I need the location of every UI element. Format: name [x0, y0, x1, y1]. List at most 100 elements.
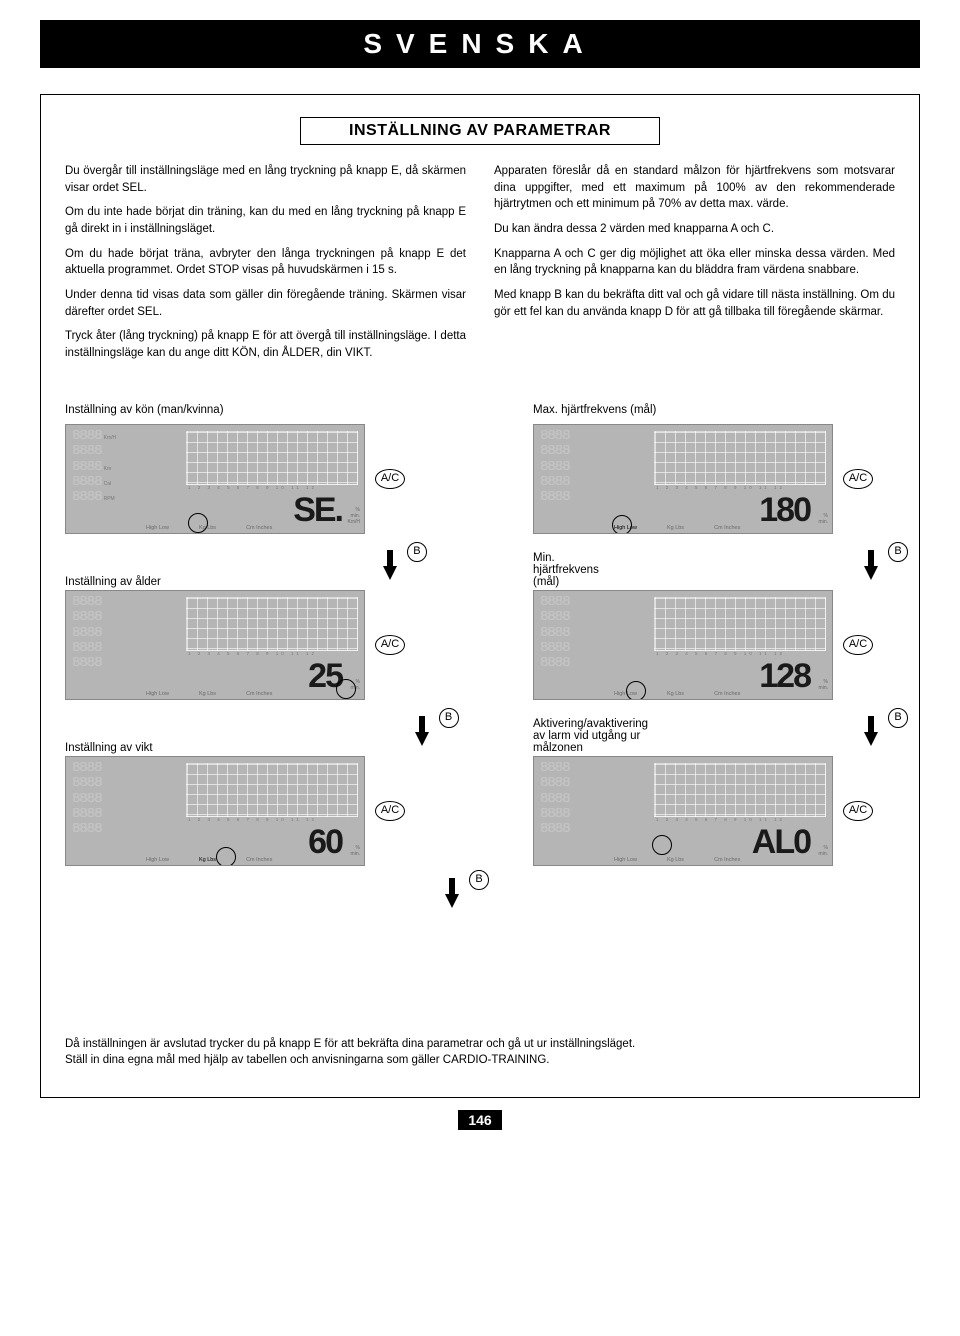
lcd-right-units: % min.	[819, 845, 828, 857]
annot-ac: A/C	[843, 801, 873, 821]
unit: High Low	[614, 857, 637, 863]
arrow-down-icon	[445, 894, 459, 908]
highlight-icon	[336, 679, 356, 699]
ghost-digits: 8888	[72, 428, 102, 444]
highlight-icon	[188, 513, 208, 533]
lcd-value: 60	[308, 825, 342, 859]
lcd-alarm: 8888 8888 8888 8888 8888 1 2 3 4 5 6 7 8…	[533, 756, 833, 866]
lcd-value: 180	[759, 493, 810, 527]
ghost-digits: 8888	[72, 594, 102, 610]
arrow-down-icon	[864, 732, 878, 746]
footnote-line: Då inställningen är avslutad trycker du …	[65, 1036, 895, 1053]
annot-b: B	[407, 542, 427, 562]
lcd-ticks: 1 2 3 4 5 6 7 8 9 10 11 12	[186, 651, 358, 656]
highlight-icon	[626, 681, 646, 700]
ghost-digits: 8888	[540, 489, 570, 505]
lcd-grid	[654, 597, 826, 651]
lcd-bottom: High Low Kg Lbs Cm Inches	[146, 525, 272, 531]
lcd-right-units: % min.	[819, 679, 828, 691]
annot-ac: A/C	[843, 469, 873, 489]
lcd-ticks: 1 2 3 4 5 6 7 8 9 10 11 12	[654, 651, 826, 656]
ghost-digits: 8888	[540, 760, 570, 776]
ghost-digits: 8888	[540, 594, 570, 610]
lcd-bottom: High Low Kg Lbs Cm Inches	[614, 857, 740, 863]
label-age: Inställning av ålder	[65, 576, 161, 588]
unit: Cm Inches	[246, 525, 272, 531]
unit: High Low	[146, 525, 169, 531]
ghost-digits: 8888	[540, 655, 570, 671]
lcd-gender: 8888Km/H 8888 8888Km 8888Cal 8888RPM 1 2…	[65, 424, 365, 534]
unit: RPM	[104, 497, 115, 503]
ghost-digits: 8888	[72, 459, 102, 475]
annot-ac: A/C	[375, 469, 405, 489]
flow-left: Inställning av kön (man/kvinna) 8888Km/H…	[65, 404, 489, 916]
annot-ac: A/C	[843, 635, 873, 655]
para: Tryck åter (lång tryckning) på knapp E f…	[65, 328, 466, 361]
unit: Cm Inches	[246, 691, 272, 697]
unit: Km/H	[104, 436, 117, 442]
ghost-digits: 8888	[72, 625, 102, 641]
ghost-digits: 8888	[540, 609, 570, 625]
ghost-digits: 8888	[540, 821, 570, 837]
lcd-grid	[654, 431, 826, 485]
unit: Cm Inches	[246, 857, 272, 863]
lcd-ticks: 1 2 3 4 5 6 7 8 9 10 11 12	[654, 817, 826, 822]
flow-grid: Inställning av kön (man/kvinna) 8888Km/H…	[65, 404, 895, 916]
page-header: SVENSKA	[40, 20, 920, 68]
ghost-digits: 8888	[72, 760, 102, 776]
lcd-value: AL0	[752, 825, 810, 859]
footnote: Då inställningen är avslutad trycker du …	[65, 1036, 895, 1069]
ghost-digits: 8888	[540, 459, 570, 475]
lcd-ticks: 1 2 3 4 5 6 7 8 9 10 11 12	[654, 485, 826, 490]
ghost-digits: 8888	[72, 821, 102, 837]
para: Apparaten föreslår då en standard målzon…	[494, 163, 895, 213]
highlight-icon	[216, 847, 236, 866]
lcd-value: SE.	[293, 493, 342, 527]
content-box: INSTÄLLNING AV PARAMETRAR Du övergår til…	[40, 94, 920, 1098]
ghost-digits: 8888	[72, 775, 102, 791]
ghost-digits: 8888	[540, 640, 570, 656]
annot-ac: A/C	[375, 635, 405, 655]
lcd-age: 8888 8888 8888 8888 8888 1 2 3 4 5 6 7 8…	[65, 590, 365, 700]
lcd-hr-max: 8888 8888 8888 8888 8888 1 2 3 4 5 6 7 8…	[533, 424, 833, 534]
unit: Kg Lbs	[199, 691, 216, 697]
unit: Cm Inches	[714, 691, 740, 697]
lcd-hr-min: 8888 8888 8888 8888 8888 1 2 3 4 5 6 7 8…	[533, 590, 833, 700]
ghost-digits: 8888	[540, 791, 570, 807]
annot-b: B	[469, 870, 489, 890]
ghost-digits: 8888	[72, 609, 102, 625]
ghost-digits: 8888	[540, 625, 570, 641]
label-hr-max: Max. hjärtfrekvens (mål)	[533, 404, 908, 416]
ghost-digits: 8888	[540, 428, 570, 444]
lcd-grid	[186, 431, 358, 485]
ghost-digits: 8888	[72, 791, 102, 807]
annot-b: B	[888, 708, 908, 728]
lcd-weight: 8888 8888 8888 8888 8888 1 2 3 4 5 6 7 8…	[65, 756, 365, 866]
para: Under denna tid visas data som gäller di…	[65, 287, 466, 320]
label-weight: Inställning av vikt	[65, 742, 153, 754]
intro-columns: Du övergår till inställningsläge med en …	[65, 163, 895, 370]
lcd-grid	[654, 763, 826, 817]
label-hr-min: Min. hjärtfrekvens (mål)	[533, 552, 622, 588]
lcd-right-units: % min.	[819, 513, 828, 525]
lcd-grid	[186, 763, 358, 817]
section-title: INSTÄLLNING AV PARAMETRAR	[300, 117, 660, 145]
footnote-line: Ställ in dina egna mål med hjälp av tabe…	[65, 1052, 895, 1069]
unit: Kg Lbs	[667, 857, 684, 863]
ghost-digits: 8888	[72, 640, 102, 656]
flow-right: Max. hjärtfrekvens (mål) 8888 8888 8888 …	[533, 404, 908, 916]
unit: High Low	[146, 691, 169, 697]
ghost-digits: 8888	[540, 775, 570, 791]
unit: Cm Inches	[714, 525, 740, 531]
highlight-icon	[612, 515, 632, 534]
annot-b: B	[888, 542, 908, 562]
label-alarm: Aktivering/avaktivering av larm vid utgå…	[533, 718, 648, 754]
annot-ac: A/C	[375, 801, 405, 821]
annot-b: B	[439, 708, 459, 728]
intro-col-right: Apparaten föreslår då en standard målzon…	[494, 163, 895, 370]
unit: Cal	[104, 482, 112, 488]
ghost-digits: 8888	[72, 474, 102, 490]
para: Med knapp B kan du bekräfta ditt val och…	[494, 287, 895, 320]
arrow-down-icon	[864, 566, 878, 580]
unit: min.	[351, 851, 360, 857]
